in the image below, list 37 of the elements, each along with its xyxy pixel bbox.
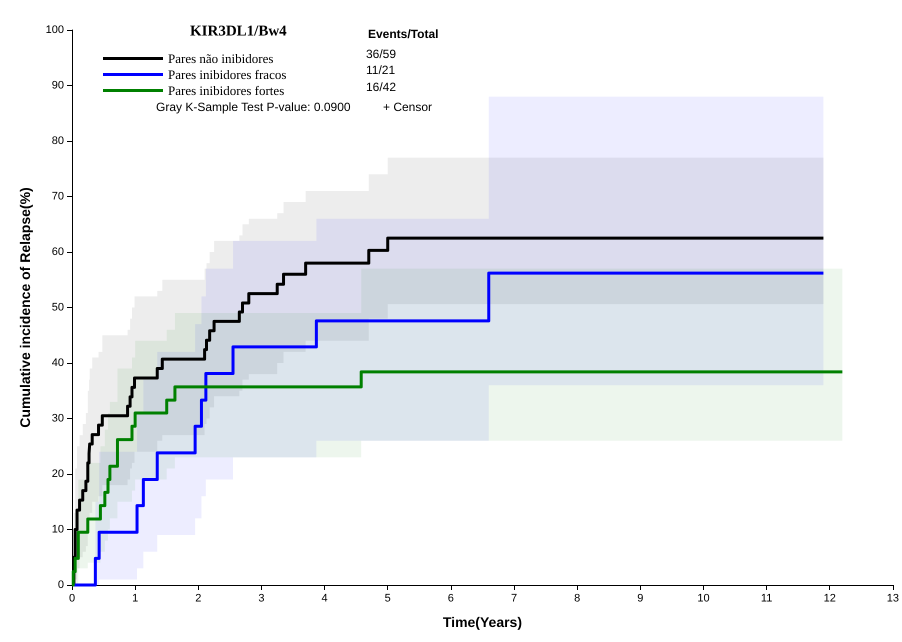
y-axis-title: Cumulative incidence of Relapse(%) [17,187,33,428]
legend-label: Pares inibidores fortes [168,83,284,98]
legend-label: Pares não inibidores [168,51,274,66]
annotation: 36/59 [366,47,396,61]
x-tick-label: 3 [258,592,264,604]
y-tick-label: 100 [46,24,64,36]
x-tick-label: 8 [574,592,580,604]
y-tick-label: 60 [52,246,64,258]
x-tick-label: 12 [824,592,836,604]
x-tick-label: 9 [637,592,644,604]
annotation: 11/21 [366,63,396,77]
y-tick-label: 80 [52,135,64,147]
x-tick-label: 6 [448,592,454,604]
y-tick-label: 30 [52,412,64,424]
x-tick-label: 1 [132,592,138,604]
x-tick-label: 0 [68,592,76,604]
y-tick-label: 70 [52,190,64,202]
legend-title: KIR3DL1/Bw4 [190,24,288,40]
annotation: Events/Total [368,27,438,41]
y-tick-label: 50 [52,302,64,314]
x-tick-label: 5 [384,592,391,604]
x-tick-label: 7 [510,592,518,604]
y-tick-label: 10 [52,524,64,536]
y-tick-label: 40 [52,357,64,369]
annotation: + Censor [383,100,432,114]
x-axis-title: Time(Years) [442,614,522,630]
x-tick-label: 13 [886,592,900,604]
annotation: Gray K-Sample Test P-value: 0.0900 [156,100,351,114]
x-tick-label: 11 [760,592,772,604]
annotation: 16/42 [366,80,396,94]
x-tick-label: 2 [195,592,202,604]
y-tick-label: 90 [52,80,64,92]
x-tick-label: 4 [322,592,328,604]
y-tick-label: 20 [52,468,64,480]
legend-label: Pares inibidores fracos [168,67,286,82]
x-tick-label: 10 [697,592,710,604]
y-tick-label: 0 [58,579,64,591]
